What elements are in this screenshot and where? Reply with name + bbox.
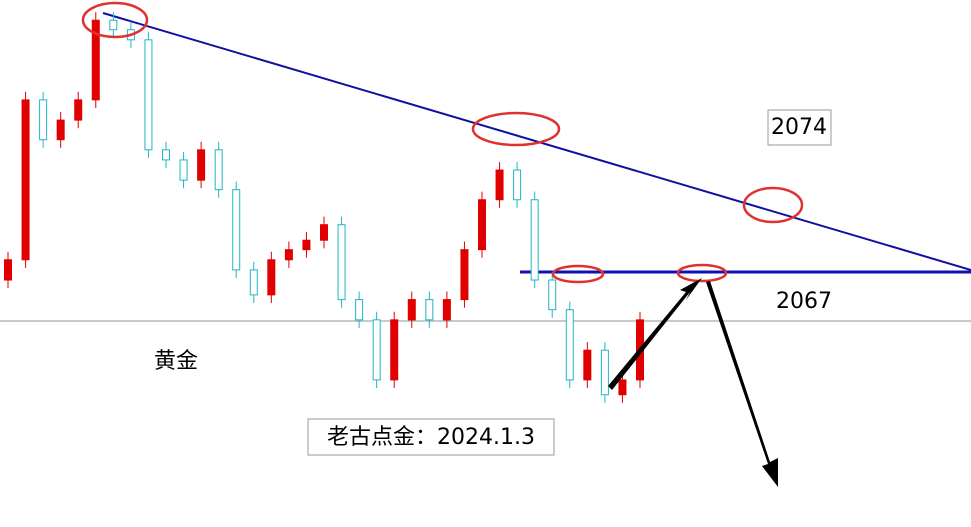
- highlight-ellipse: [81, 1, 149, 39]
- candle-body: [460, 249, 469, 301]
- candle-body: [21, 99, 30, 261]
- candle-body: [39, 99, 48, 141]
- candle-body: [302, 239, 311, 251]
- level-label: 2074: [771, 115, 827, 140]
- up-arrow: [608, 278, 702, 390]
- highlight-ellipse: [471, 111, 561, 147]
- candle-body: [478, 199, 486, 251]
- author-date-label: 老古点金：2024.1.3: [327, 425, 535, 450]
- candle-body: [372, 319, 381, 381]
- candle-body: [162, 149, 170, 161]
- candle-body: [144, 39, 153, 151]
- candle-body: [232, 189, 241, 271]
- candle-body: [91, 19, 100, 101]
- candle-body: [109, 19, 118, 31]
- highlight-ellipse: [676, 263, 728, 283]
- candle-body: [214, 149, 223, 191]
- candle-body: [249, 269, 258, 296]
- candle-body: [390, 319, 399, 381]
- label-box: [307, 418, 555, 456]
- candle-body: [197, 149, 206, 181]
- candle-body: [513, 169, 522, 201]
- candle-body: [600, 349, 609, 396]
- candle-body: [179, 159, 188, 181]
- candle-body: [442, 299, 451, 321]
- candle-body: [495, 169, 504, 201]
- highlight-ellipse: [551, 264, 605, 284]
- candle-body: [320, 224, 328, 241]
- instrument-label: 黄金: [154, 349, 198, 374]
- trend-line: [102, 12, 971, 271]
- down-arrow: [706, 281, 778, 487]
- candle-body: [284, 249, 293, 261]
- candle-body: [530, 199, 539, 281]
- candle-body: [425, 299, 434, 321]
- candle-body: [355, 299, 364, 321]
- candle-body: [583, 349, 592, 381]
- highlight-ellipse: [742, 186, 804, 224]
- candle-body: [337, 224, 346, 301]
- candles: [4, 12, 644, 403]
- level-label: 2067: [776, 289, 832, 314]
- candle-body: [618, 379, 627, 396]
- candle-body: [56, 119, 65, 141]
- candle-body: [267, 259, 276, 296]
- label-box: [767, 109, 832, 146]
- candle-body: [565, 309, 574, 381]
- candle-body: [407, 299, 416, 321]
- candle-body: [548, 279, 557, 311]
- highlights: [81, 1, 804, 284]
- candle-body: [74, 99, 83, 121]
- candle-body: [4, 259, 12, 281]
- arrows: [608, 278, 778, 487]
